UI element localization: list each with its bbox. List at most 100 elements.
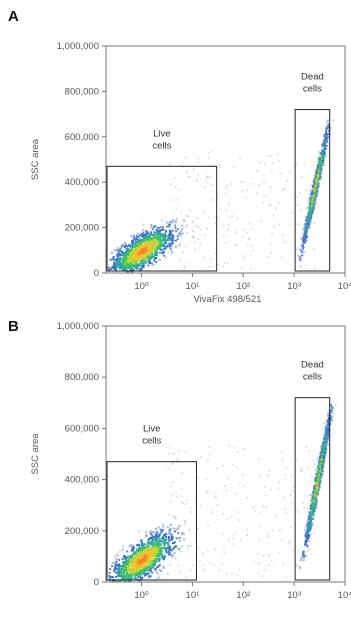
dead-cell-dot	[306, 227, 309, 230]
live-cell-dot	[148, 559, 151, 562]
dead-cell-dot	[323, 456, 326, 459]
dead-cell-dot	[314, 469, 317, 472]
dead-cell-dot	[323, 443, 326, 446]
live-cell-dot	[140, 250, 143, 253]
event-dot	[277, 487, 279, 490]
dead-cell-dot	[308, 209, 311, 212]
live-cell-dot	[131, 267, 134, 270]
live-cell-dot	[124, 561, 127, 564]
live-cell-dot	[136, 544, 139, 547]
dead-cell-dot	[311, 493, 314, 496]
live-cell-dot	[148, 575, 151, 578]
dead-cell-dot	[316, 493, 319, 496]
dead-cell-dot	[322, 148, 325, 151]
event-dot	[199, 243, 202, 246]
live-cell-dot	[147, 539, 150, 542]
live-cell-dot	[145, 556, 148, 559]
live-cell-dot	[145, 530, 148, 533]
live-cell-dot	[113, 555, 116, 558]
live-cell-dot	[146, 232, 149, 235]
dead-cell-dot	[328, 125, 331, 128]
live-cell-dot	[129, 562, 132, 565]
event-dot	[227, 262, 229, 264]
live-cell-dot	[150, 226, 153, 229]
live-cell-dot	[129, 570, 132, 573]
dead-cell-dot	[314, 198, 317, 201]
event-dot	[288, 171, 291, 174]
live-cell-dot	[153, 241, 156, 244]
event-dot	[250, 244, 253, 247]
event-dot	[265, 506, 267, 508]
live-cell-dot	[166, 547, 169, 550]
live-cell-dot	[123, 555, 126, 558]
live-cell-dot	[134, 248, 137, 251]
live-cell-dot	[128, 571, 131, 574]
live-cell-dot	[162, 541, 165, 544]
live-cell-dot	[147, 538, 150, 541]
live-cell-dot	[128, 267, 131, 270]
live-cell-dot	[156, 238, 159, 241]
event-dot	[285, 512, 288, 514]
live-cell-dot	[149, 564, 152, 567]
dead-cell-dot	[323, 143, 326, 146]
event-dot	[195, 224, 197, 227]
event-dot	[227, 477, 230, 480]
live-cell-dot	[153, 542, 156, 545]
live-cell-dot	[116, 260, 119, 263]
live-cell-dot	[166, 526, 169, 529]
live-cell-dot	[148, 242, 151, 245]
event-dot	[291, 212, 294, 214]
live-cell-dot	[111, 561, 114, 564]
live-cell-dot	[125, 559, 128, 562]
live-cell-dot	[112, 266, 115, 269]
dead-cells-label: cells	[303, 84, 322, 95]
live-cell-dot	[125, 565, 128, 568]
live-cell-dot	[134, 573, 137, 576]
live-cell-dot	[144, 233, 147, 236]
dead-cell-dot	[325, 449, 328, 452]
dead-cell-dot	[322, 464, 325, 467]
live-cell-dot	[160, 244, 163, 247]
event-dot	[188, 262, 191, 265]
dead-cell-dot	[320, 164, 323, 167]
live-cell-dot	[112, 264, 115, 267]
live-cell-dot	[192, 235, 195, 238]
live-cell-dot	[174, 246, 177, 249]
dead-cell-dot	[312, 195, 315, 198]
dead-cell-dot	[324, 439, 327, 442]
dead-cell-dot	[312, 185, 315, 188]
live-cell-dot	[139, 572, 142, 575]
x-tick-label: 10²	[236, 590, 250, 600]
live-cell-dot	[140, 242, 143, 245]
dead-cell-dot	[304, 525, 307, 528]
event-dot	[167, 468, 170, 470]
event-dot	[252, 559, 255, 562]
event-dot	[285, 467, 287, 470]
event-dot	[307, 450, 310, 452]
dead-cell-dot	[323, 159, 326, 162]
event-dot	[238, 568, 241, 571]
live-cell-dot	[133, 265, 136, 268]
event-dot	[227, 223, 230, 226]
live-cell-dot	[121, 576, 124, 579]
event-dot	[239, 157, 242, 160]
event-dot	[258, 184, 261, 187]
live-cell-dot	[140, 564, 143, 567]
event-dot	[267, 255, 270, 258]
dead-cell-dot	[327, 443, 330, 446]
live-cell-dot	[135, 554, 138, 557]
live-cell-dot	[134, 570, 137, 573]
dead-cell-dot	[320, 471, 323, 474]
live-cell-dot	[147, 244, 150, 247]
live-cell-dot	[125, 263, 128, 266]
live-cell-dot	[126, 260, 129, 263]
live-cell-dot	[114, 579, 117, 582]
dead-cell-dot	[309, 198, 312, 201]
dead-cell-dot	[323, 455, 326, 458]
dead-cell-dot	[316, 160, 319, 163]
live-cell-dot	[158, 557, 161, 560]
live-cell-dot	[139, 242, 142, 245]
dead-cell-dot	[317, 461, 320, 464]
dead-cell-dot	[330, 409, 333, 412]
dead-cell-dot	[311, 200, 314, 203]
